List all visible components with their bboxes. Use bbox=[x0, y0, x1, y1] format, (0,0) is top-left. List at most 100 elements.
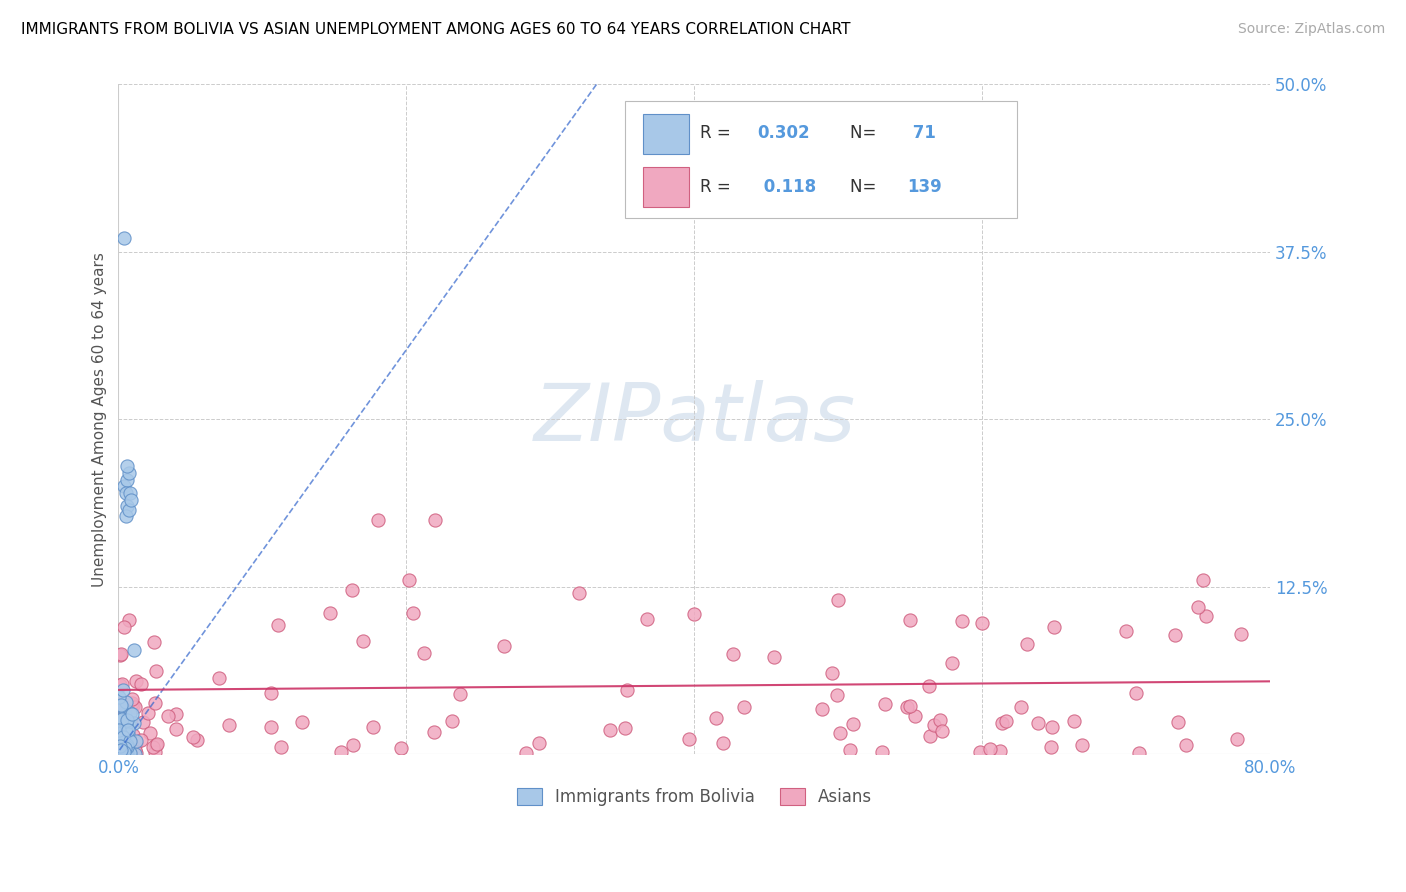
Point bbox=[118, 486, 141, 500]
Point bbox=[114, 741, 136, 756]
Point bbox=[120, 492, 142, 507]
Point bbox=[115, 473, 138, 487]
Point bbox=[827, 593, 849, 607]
Point bbox=[218, 718, 240, 732]
Point bbox=[115, 724, 138, 739]
Point bbox=[117, 727, 139, 741]
Point bbox=[614, 721, 637, 735]
Point bbox=[1015, 637, 1038, 651]
Point bbox=[412, 646, 434, 660]
Point bbox=[111, 712, 134, 726]
Point bbox=[115, 717, 138, 731]
Point bbox=[352, 634, 374, 648]
Point bbox=[143, 634, 166, 648]
Point bbox=[129, 677, 152, 691]
Point bbox=[969, 745, 991, 759]
FancyBboxPatch shape bbox=[626, 101, 1017, 219]
Point bbox=[111, 745, 134, 759]
Point bbox=[108, 678, 131, 692]
FancyBboxPatch shape bbox=[643, 114, 689, 154]
Point bbox=[108, 738, 131, 752]
Point bbox=[124, 747, 146, 761]
Point bbox=[683, 607, 706, 621]
Point bbox=[1230, 626, 1253, 640]
Point bbox=[1125, 686, 1147, 700]
Point bbox=[425, 513, 447, 527]
Point bbox=[145, 738, 167, 752]
Point bbox=[904, 709, 927, 723]
Point bbox=[115, 695, 138, 709]
Point bbox=[118, 613, 141, 627]
Point bbox=[270, 740, 292, 755]
Point bbox=[941, 656, 963, 670]
Point bbox=[340, 583, 363, 598]
Point bbox=[979, 742, 1001, 756]
Point bbox=[1164, 628, 1187, 642]
Point bbox=[988, 743, 1011, 757]
Point bbox=[108, 697, 131, 711]
Point bbox=[1187, 599, 1209, 614]
Point bbox=[118, 715, 141, 730]
Point bbox=[367, 513, 389, 527]
Point bbox=[114, 508, 136, 523]
Point bbox=[120, 747, 142, 761]
Point bbox=[389, 740, 412, 755]
Text: IMMIGRANTS FROM BOLIVIA VS ASIAN UNEMPLOYMENT AMONG AGES 60 TO 64 YEARS CORRELAT: IMMIGRANTS FROM BOLIVIA VS ASIAN UNEMPLO… bbox=[21, 22, 851, 37]
Point bbox=[110, 699, 132, 714]
Point bbox=[115, 500, 138, 514]
Text: R =: R = bbox=[700, 178, 737, 195]
Point bbox=[342, 738, 364, 752]
Y-axis label: Unemployment Among Ages 60 to 64 years: Unemployment Among Ages 60 to 64 years bbox=[93, 252, 107, 587]
Point bbox=[402, 606, 425, 620]
Point bbox=[108, 730, 131, 744]
Point bbox=[118, 738, 141, 752]
Point bbox=[711, 736, 734, 750]
Text: 0.302: 0.302 bbox=[758, 124, 810, 143]
Point bbox=[108, 738, 131, 752]
Point bbox=[111, 717, 134, 731]
Point bbox=[423, 725, 446, 739]
Point bbox=[108, 731, 131, 746]
Point bbox=[108, 690, 131, 704]
Point bbox=[111, 730, 134, 744]
Point bbox=[124, 740, 146, 755]
Text: R =: R = bbox=[700, 124, 737, 143]
Point bbox=[329, 745, 352, 759]
Point bbox=[929, 714, 952, 728]
Point bbox=[117, 746, 139, 760]
Point bbox=[108, 744, 131, 758]
Point bbox=[143, 696, 166, 710]
Point bbox=[125, 674, 148, 689]
Point bbox=[125, 736, 148, 750]
Point bbox=[112, 723, 135, 737]
Point bbox=[122, 728, 145, 742]
Point bbox=[111, 715, 134, 730]
Point bbox=[1128, 746, 1150, 760]
FancyBboxPatch shape bbox=[643, 167, 689, 207]
Point bbox=[110, 698, 132, 712]
Point bbox=[721, 647, 744, 661]
Point bbox=[636, 612, 658, 626]
Point bbox=[972, 615, 994, 630]
Point bbox=[114, 708, 136, 723]
Point bbox=[449, 687, 471, 701]
Point bbox=[527, 736, 550, 750]
Point bbox=[117, 723, 139, 737]
Point bbox=[363, 720, 385, 734]
Point bbox=[110, 732, 132, 747]
Point bbox=[145, 664, 167, 678]
Point bbox=[115, 459, 138, 474]
Point bbox=[706, 710, 728, 724]
Point bbox=[111, 712, 134, 726]
Text: 0.118: 0.118 bbox=[758, 178, 815, 195]
Point bbox=[114, 486, 136, 500]
Point bbox=[111, 723, 134, 738]
Text: 139: 139 bbox=[907, 178, 942, 195]
Point bbox=[122, 698, 145, 712]
Point bbox=[678, 731, 700, 746]
Point bbox=[124, 700, 146, 714]
Point bbox=[918, 679, 941, 693]
Point bbox=[121, 692, 143, 706]
Point bbox=[898, 613, 921, 627]
Point bbox=[120, 706, 142, 721]
